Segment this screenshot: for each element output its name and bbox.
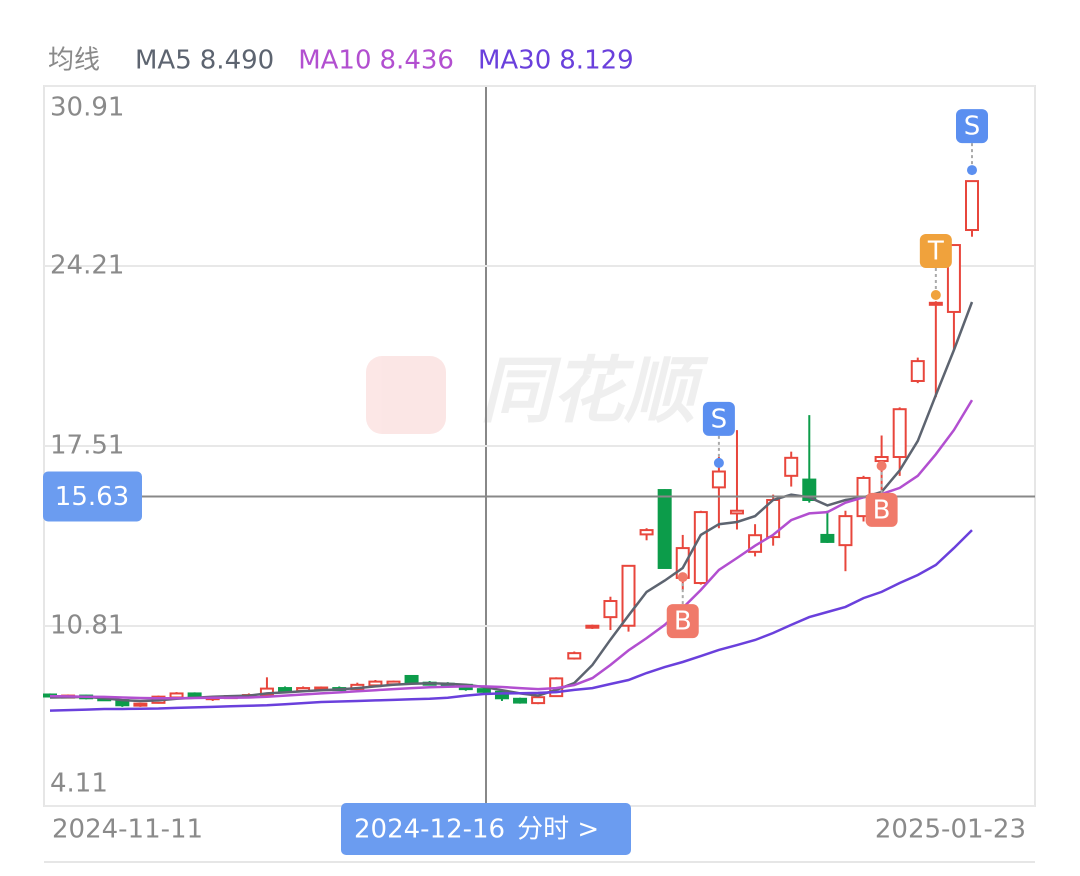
legend-name: MA5 [135, 46, 192, 76]
candle-body [133, 702, 148, 707]
legend-name: MA10 [298, 46, 371, 76]
candle-body [585, 624, 600, 629]
watermark-icon [366, 356, 446, 434]
signal-label: T [927, 237, 944, 267]
signal-badge [956, 109, 988, 144]
signal-badge [702, 401, 735, 436]
candle-body [928, 301, 943, 306]
candle-body [404, 674, 419, 684]
candle-body [513, 697, 528, 704]
crosshair-price: 15.63 [55, 482, 129, 512]
candle-body [169, 692, 184, 699]
ma-line [49, 529, 973, 712]
candle-body [693, 511, 708, 585]
candle-body [729, 509, 744, 515]
signal-dot [677, 572, 688, 583]
signal-badge [666, 604, 699, 639]
signal-label: S [964, 112, 981, 142]
signal-label: B [674, 607, 692, 637]
signal-dot [967, 165, 977, 176]
candle-body [838, 515, 853, 547]
candle-body [711, 470, 726, 489]
signal-badge [919, 234, 952, 269]
y-tick-label: 4.11 [50, 769, 108, 799]
candle-body [567, 652, 582, 660]
y-tick-label: 30.91 [50, 93, 124, 123]
signal-label: B [873, 495, 891, 525]
crosshair-date-box[interactable] [341, 803, 631, 855]
candle-body [657, 489, 672, 569]
x-tick-label: 2024-11-11 [52, 815, 203, 845]
ma-line [49, 399, 974, 700]
signal-dot [713, 457, 724, 468]
candle-body [278, 687, 293, 692]
candle-body [892, 408, 907, 459]
candle-body [910, 360, 925, 382]
signal-dot [930, 290, 941, 301]
candle-body [802, 478, 817, 502]
candle-body [603, 600, 618, 619]
y-tick-label: 17.51 [50, 431, 124, 461]
legend-value: 8.436 [380, 46, 454, 76]
candle-body [494, 690, 509, 700]
signal-dot [876, 460, 887, 471]
candle-body [531, 696, 546, 705]
candle-body [639, 529, 654, 536]
legend-value: 8.490 [200, 46, 274, 76]
candle-body [965, 180, 979, 231]
y-tick-label: 24.21 [50, 251, 124, 281]
y-tick-label: 10.81 [50, 611, 124, 641]
signal-label: S [711, 404, 728, 434]
legend-value: 8.129 [559, 46, 633, 76]
legend-name: MA30 [478, 46, 551, 76]
watermark-text: 同花顺 [480, 349, 709, 433]
crosshair-date: 2024-12-16 [354, 815, 505, 845]
crosshair-link[interactable]: 分时 > [517, 815, 599, 845]
candle-body [476, 688, 491, 693]
candle-body [874, 456, 889, 463]
watermark: 同花顺 [366, 349, 709, 434]
crosshair-price-box [43, 471, 142, 522]
x-tick-label: 2025-01-23 [875, 815, 1026, 845]
candle-body [820, 533, 835, 543]
candle-body [784, 456, 799, 477]
signal-badge [865, 492, 898, 527]
legend-title: 均线 [48, 46, 100, 76]
